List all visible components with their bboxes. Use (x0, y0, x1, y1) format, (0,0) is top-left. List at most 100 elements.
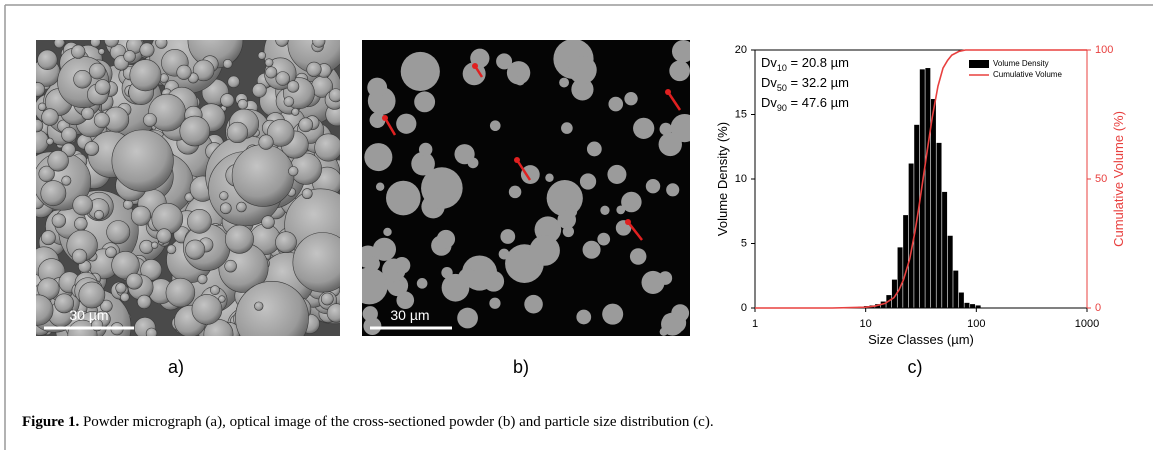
particle-section (506, 61, 531, 85)
annotation: Dv50 = 32.2 µm (761, 75, 849, 93)
x-tick-label: 1000 (1075, 318, 1099, 330)
annotation-base: Dv (761, 55, 777, 70)
particle-section (496, 53, 513, 70)
particle (40, 180, 67, 207)
particle (231, 144, 295, 207)
particle-section (579, 173, 597, 190)
particle (47, 150, 69, 172)
particle (143, 113, 157, 127)
particle-section (565, 205, 578, 218)
particle (222, 59, 233, 69)
legend-label: Volume Density (993, 59, 1049, 68)
chart: 1 10 100 1000 0 5 10 15 20 0 50 100 Size Classes (µm… (715, 44, 1126, 347)
particle (328, 88, 340, 103)
particle (111, 251, 140, 280)
particle-section (365, 256, 380, 272)
particle (258, 134, 274, 150)
x-tick-label: 1 (752, 318, 758, 330)
particle (292, 232, 340, 293)
y2-axis-label: Cumulative Volume (%) (1111, 111, 1126, 247)
particle (94, 209, 104, 220)
annotation-rest: = 32.2 µm (787, 75, 849, 90)
particle (197, 274, 208, 285)
particle-section (414, 91, 436, 113)
particle (312, 40, 326, 48)
annotation-sub: 90 (777, 103, 787, 113)
particle-section (583, 244, 595, 255)
particle-section (645, 178, 661, 194)
y-tick-label: 10 (735, 173, 747, 185)
particle-section (562, 225, 575, 238)
particle-section (629, 248, 647, 265)
particle-section (372, 237, 397, 261)
y-tick-label: 20 (735, 44, 747, 56)
particle-section (369, 112, 386, 128)
particle (301, 188, 313, 200)
optical-image (362, 40, 690, 336)
particle-section (454, 144, 475, 165)
particle-section (367, 77, 388, 98)
y-tick-label: 5 (741, 237, 747, 249)
particle (53, 40, 65, 49)
particle-section (421, 167, 463, 209)
particle (37, 49, 58, 70)
annotation-rest: = 47.6 µm (787, 95, 849, 110)
bar (936, 142, 942, 308)
x-tick-label: 100 (967, 318, 985, 330)
y-tick-label: 0 (741, 302, 747, 314)
particle (224, 259, 237, 273)
particle-section (386, 180, 421, 216)
particle (275, 40, 289, 47)
particle-section (441, 267, 453, 279)
y2-tick-label: 100 (1095, 44, 1113, 56)
legend-label: Cumulative Volume (993, 70, 1062, 79)
particle (226, 121, 249, 144)
arrow (383, 117, 397, 136)
particle (71, 248, 88, 265)
particle-section (498, 248, 510, 260)
bar (953, 270, 959, 308)
particle (137, 294, 152, 310)
particle (275, 231, 297, 254)
particle (155, 40, 168, 49)
particle (78, 281, 106, 309)
particle (36, 129, 50, 154)
legend-swatch (969, 60, 989, 68)
annotation-sub: 50 (777, 83, 787, 93)
caption: Figure 1. Powder micrograph (a), optical… (22, 414, 714, 430)
particle-section (489, 120, 501, 132)
particle (176, 64, 192, 80)
particle-section (465, 269, 479, 283)
particle-section (383, 227, 392, 237)
particle (90, 40, 101, 48)
arrow-head (472, 63, 478, 69)
particle-section (520, 165, 540, 184)
particle (74, 217, 88, 231)
particle-section (559, 77, 570, 88)
particle-section (666, 183, 680, 197)
particle (314, 133, 340, 162)
particle (275, 71, 290, 86)
particle (71, 44, 86, 59)
scale-bar-label: 30 µm (390, 307, 429, 323)
annotation: Dv90 = 47.6 µm (761, 95, 849, 113)
particle (218, 295, 226, 303)
particle (224, 224, 254, 254)
annotation-base: Dv (761, 75, 777, 90)
particle-section (576, 309, 592, 325)
particle (93, 112, 110, 129)
particle-section (396, 113, 417, 134)
particle-section (393, 256, 411, 274)
y2-tick-label: 0 (1095, 302, 1101, 314)
particle (288, 166, 299, 177)
particle-section (411, 151, 435, 176)
particle (236, 201, 247, 213)
particle (320, 292, 334, 306)
particle (120, 292, 130, 303)
panel-label: a) (168, 357, 184, 377)
particle (73, 70, 92, 89)
particle (148, 93, 186, 132)
bar (942, 191, 948, 308)
particle (89, 62, 106, 80)
